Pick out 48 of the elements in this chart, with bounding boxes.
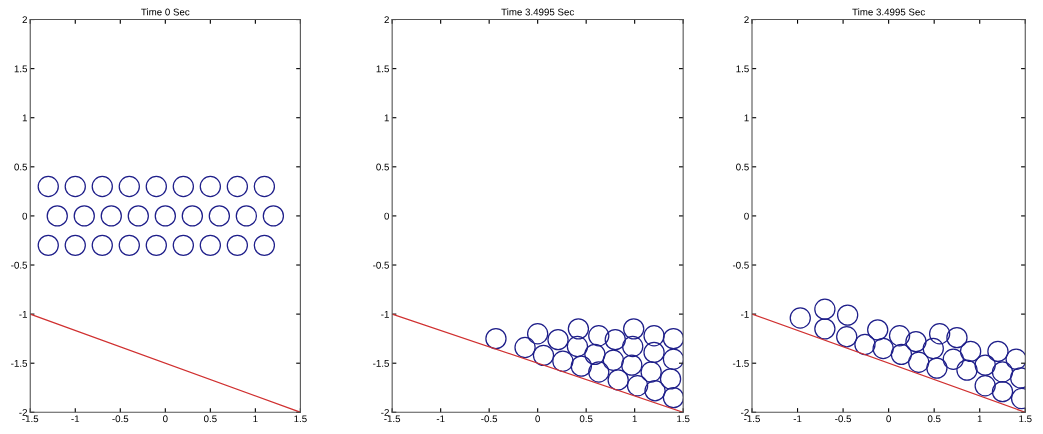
y-tick-label: 2: [384, 16, 389, 24]
y-tick-label: -1.5: [373, 360, 389, 367]
x-tick-label: 1.5: [677, 415, 690, 423]
y-tick-label: -0.5: [11, 261, 28, 269]
x-tick-label: 1: [632, 415, 637, 423]
x-tick-label: -0.5: [481, 415, 498, 423]
x-tick-label: -1: [71, 415, 80, 423]
y-tick-label: -2: [19, 409, 27, 416]
y-tick-label: -0.5: [732, 261, 749, 269]
x-tick-label: 1: [977, 415, 982, 423]
y-tick-label: -2: [381, 409, 389, 416]
y-tick-label: -1: [741, 310, 749, 318]
chart-title: Time 3.4995 Sec: [852, 8, 925, 16]
y-tick-label: 1.5: [376, 65, 389, 73]
x-tick-label: -0.5: [112, 415, 129, 423]
x-tick-label: 0: [886, 415, 891, 423]
y-tick-label: 1: [744, 114, 749, 122]
y-tick-label: 0: [744, 212, 749, 220]
x-tick-label: 0.5: [927, 415, 941, 423]
x-tick-label: 1: [253, 415, 258, 423]
x-tick-label: 0: [162, 415, 168, 423]
y-tick-label: -2: [741, 409, 749, 416]
x-tick-label: 1.5: [294, 415, 307, 423]
y-tick-label: -1: [19, 310, 27, 318]
y-tick-label: 0.5: [14, 163, 28, 171]
y-tick-label: 1.5: [14, 65, 28, 73]
x-tick-label: -0.5: [835, 415, 852, 423]
x-tick-label: 0.5: [579, 415, 593, 423]
y-tick-label: 0.5: [736, 163, 749, 171]
y-tick-label: 2: [22, 16, 27, 24]
y-tick-label: 1: [22, 114, 27, 122]
x-tick-label: -1: [793, 415, 802, 423]
x-tick-label: 1.5: [1019, 415, 1032, 423]
y-tick-label: 1: [384, 114, 389, 122]
chart-title: Time 3.4995 Sec: [501, 8, 574, 16]
y-tick-label: -1.5: [732, 360, 749, 367]
y-tick-label: 1.5: [736, 65, 749, 73]
y-tick-label: 0: [384, 212, 390, 220]
chart-title: Time 0 Sec: [141, 8, 190, 16]
y-tick-label: 0.5: [376, 163, 389, 171]
y-tick-label: 2: [744, 16, 749, 24]
x-tick-label: -1: [436, 415, 445, 423]
y-tick-label: -1.5: [11, 360, 28, 367]
y-tick-label: -0.5: [373, 261, 389, 269]
y-tick-label: -1: [381, 310, 389, 318]
y-tick-label: 0: [22, 212, 28, 220]
x-tick-label: 0.5: [203, 415, 217, 423]
x-tick-label: 0: [535, 415, 540, 423]
